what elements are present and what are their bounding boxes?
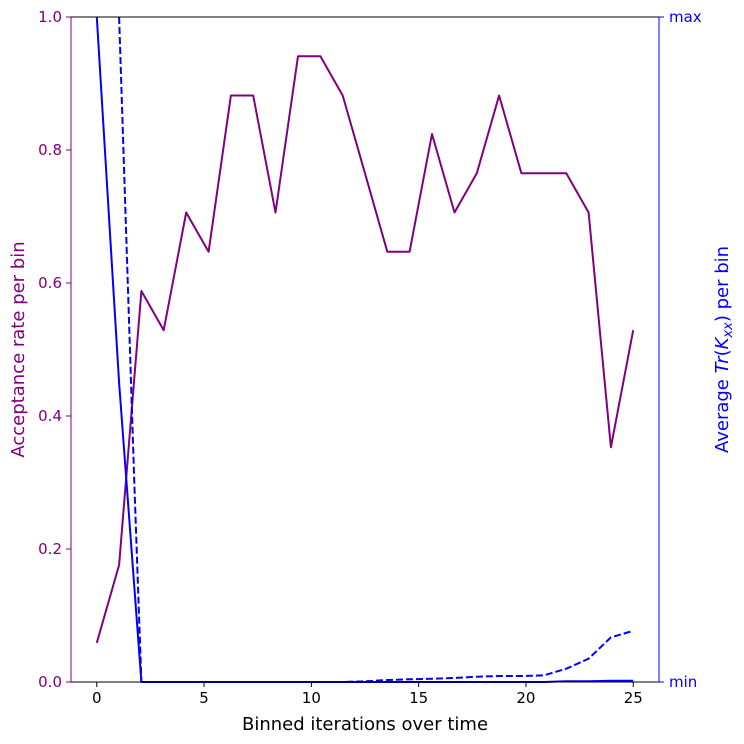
- y-right-title-fn: Tr: [712, 355, 733, 374]
- x-tick-label: 15: [409, 689, 428, 707]
- series-line-2: [95, 16, 634, 683]
- y-right-title-k: K: [712, 336, 733, 349]
- y-right-tick-label: min: [669, 673, 697, 691]
- series-line-3: [118, 16, 634, 683]
- series-layer: [95, 16, 635, 683]
- y-right-title-close-paren: ): [712, 315, 733, 322]
- x-axis-title: Binned iterations over time: [242, 714, 488, 735]
- y-left-tick-label: 0.2: [38, 540, 62, 558]
- y-left-axis-title: Acceptance rate per bin: [8, 241, 29, 457]
- x-tick-label: 0: [92, 689, 102, 707]
- y-right-axis-title: Average Tr(Kxx) per bin: [712, 246, 736, 453]
- y-right-tick-label: max: [669, 8, 702, 26]
- x-tick-label: 25: [624, 689, 643, 707]
- y-left-tick-label: 0.0: [38, 673, 62, 691]
- y-right-title-prefix: Average: [712, 373, 733, 453]
- y-left-tick-label: 0.4: [38, 407, 62, 425]
- x-tick-label: 10: [302, 689, 321, 707]
- series-line-1: [95, 55, 635, 644]
- ticks-layer: 0 5 10 15 20 25 0.0 0.2 0.4 0.6 0.8 1.0 min max: [38, 8, 702, 707]
- y-right-title-open-paren: (: [712, 349, 733, 356]
- y-left-tick-label: 0.8: [38, 141, 62, 159]
- x-tick-label: 20: [516, 689, 535, 707]
- y-right-title-sub: xx: [721, 322, 736, 339]
- axes-layer: [70, 16, 660, 683]
- y-left-tick-label: 0.6: [38, 274, 62, 292]
- x-tick-label: 5: [199, 689, 209, 707]
- y-left-tick-label: 1.0: [38, 8, 62, 26]
- y-right-title-suffix: per bin: [712, 246, 733, 315]
